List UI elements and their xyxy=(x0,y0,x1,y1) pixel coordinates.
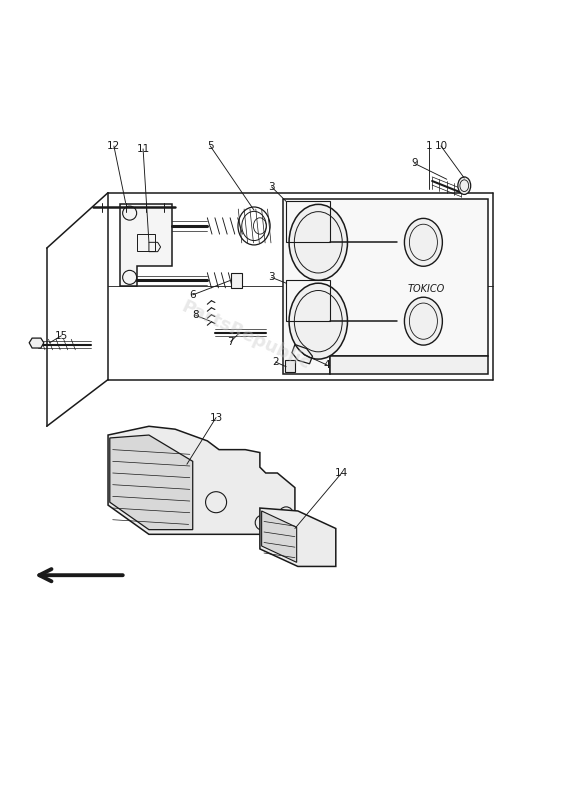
Polygon shape xyxy=(330,356,488,374)
Text: 12: 12 xyxy=(107,141,120,151)
Ellipse shape xyxy=(404,218,443,266)
Text: 9: 9 xyxy=(411,158,418,169)
Polygon shape xyxy=(260,508,336,566)
Polygon shape xyxy=(108,426,295,534)
Text: 3: 3 xyxy=(268,272,275,282)
Polygon shape xyxy=(120,204,172,286)
Polygon shape xyxy=(285,360,295,372)
Polygon shape xyxy=(283,198,488,374)
Polygon shape xyxy=(29,338,44,348)
Text: 4: 4 xyxy=(324,360,331,370)
Text: 8: 8 xyxy=(192,310,199,320)
Text: 14: 14 xyxy=(335,468,348,478)
Ellipse shape xyxy=(458,177,471,194)
Text: 5: 5 xyxy=(207,141,214,151)
Text: 3: 3 xyxy=(268,182,275,192)
Text: TOKICO: TOKICO xyxy=(408,284,445,294)
Text: 10: 10 xyxy=(434,141,447,151)
Ellipse shape xyxy=(289,204,347,280)
Text: 6: 6 xyxy=(189,290,196,300)
Text: PartsRepublic: PartsRepublic xyxy=(178,298,312,374)
Ellipse shape xyxy=(289,283,347,359)
Ellipse shape xyxy=(404,298,443,345)
Text: 11: 11 xyxy=(137,144,150,154)
Text: 15: 15 xyxy=(55,330,68,341)
Text: 13: 13 xyxy=(210,413,223,422)
Text: 2: 2 xyxy=(272,357,279,367)
Polygon shape xyxy=(262,511,297,562)
Text: 7: 7 xyxy=(227,337,234,346)
Polygon shape xyxy=(231,273,242,288)
Text: 1: 1 xyxy=(426,141,433,151)
Polygon shape xyxy=(110,435,193,530)
